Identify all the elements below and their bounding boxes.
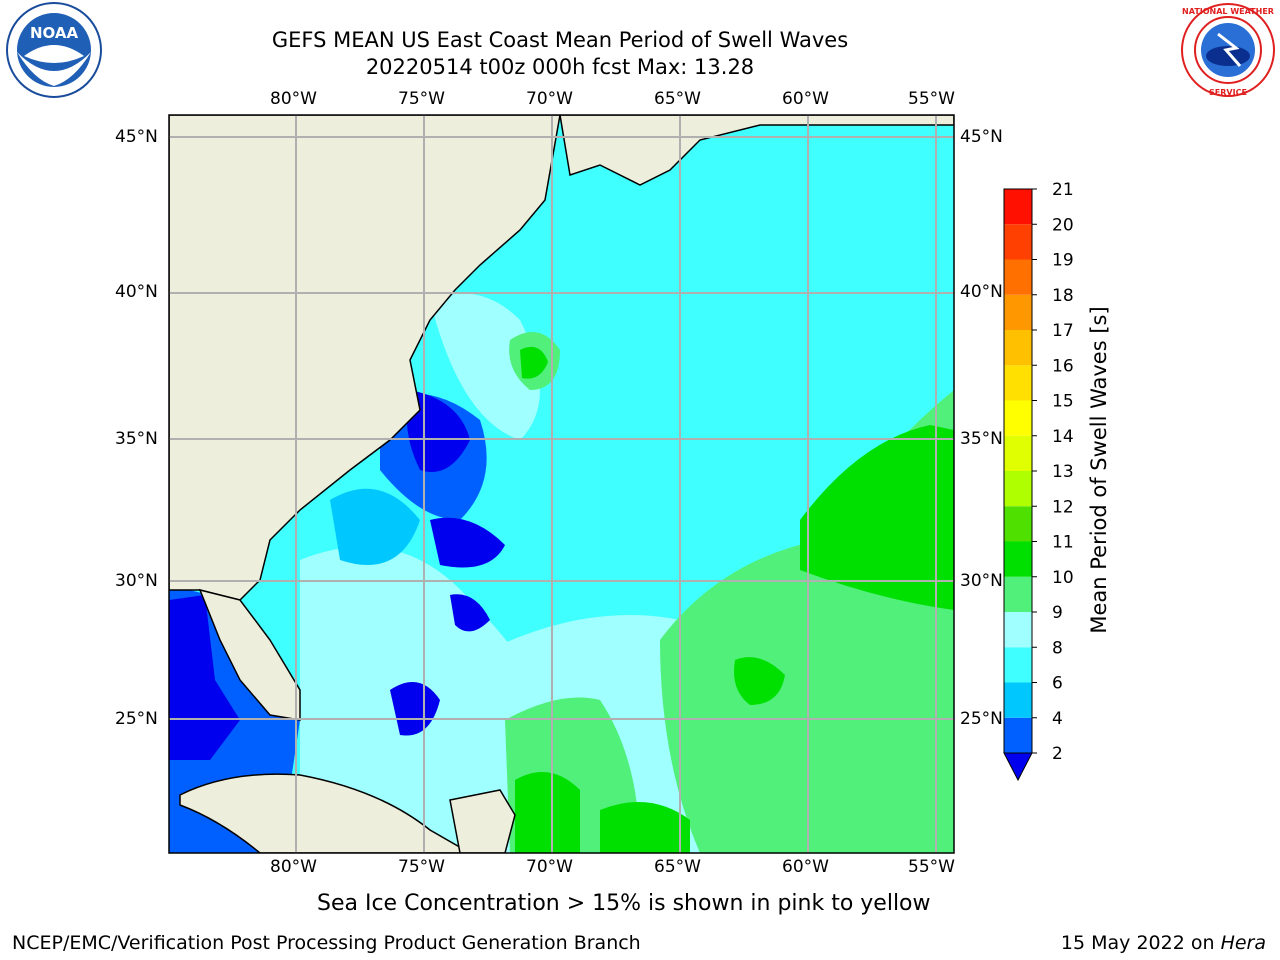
colorbar-tick-label: 12 <box>1052 497 1074 517</box>
lat-tick-right-3: 30°N <box>960 571 1003 591</box>
svg-text:SERVICE: SERVICE <box>1209 88 1247 97</box>
machine-label: Hera <box>1220 932 1266 954</box>
lat-tick-left-3: 30°N <box>115 571 158 591</box>
map-field <box>169 115 954 853</box>
colorbar-segment <box>1004 224 1032 260</box>
colorbar-segment <box>1004 541 1032 577</box>
colorbar-tick-label: 19 <box>1052 251 1074 271</box>
colorbar-segment <box>1004 612 1032 648</box>
colorbar-segment <box>1004 365 1032 401</box>
colorbar-extend-triangle <box>1003 752 1033 782</box>
colorbar-tick-label: 2 <box>1052 744 1063 764</box>
colorbar-segment <box>1004 435 1032 471</box>
colorbar-tick-label: 14 <box>1052 427 1074 447</box>
map-frame <box>168 114 955 854</box>
colorbar-tick-label: 13 <box>1052 462 1074 482</box>
lat-tick-right-4: 25°N <box>960 709 1003 729</box>
colorbar-tick-label: 11 <box>1052 533 1074 553</box>
colorbar-tick-label: 17 <box>1052 321 1074 341</box>
noaa-logo-text: NOAA <box>30 24 79 42</box>
title-line-1: GEFS MEAN US East Coast Mean Period of S… <box>271 28 849 52</box>
noaa-logo: NOAA <box>6 2 102 98</box>
colorbar-label: Mean Period of Swell Waves [s] <box>1087 306 1111 633</box>
lon-tick-bottom-4: 60°W <box>782 857 829 877</box>
map-grid <box>169 115 954 853</box>
lat-tick-right-1: 40°N <box>960 282 1003 302</box>
lon-tick-top-5: 55°W <box>908 89 955 109</box>
lat-tick-left-0: 45°N <box>115 127 158 147</box>
lon-tick-bottom-1: 75°W <box>398 857 445 877</box>
lon-tick-bottom-0: 80°W <box>270 857 317 877</box>
lon-tick-top-4: 60°W <box>782 89 829 109</box>
lat-tick-left-4: 25°N <box>115 709 158 729</box>
colorbar-segment <box>1004 400 1032 436</box>
colorbar-segment <box>1004 189 1032 225</box>
title-line-2: 20220514 t00z 000h fcst Max: 13.28 <box>365 55 755 79</box>
colorbar-tick-label: 21 <box>1052 180 1074 200</box>
lon-tick-top-1: 75°W <box>398 89 445 109</box>
colorbar-segment <box>1004 294 1032 330</box>
lat-tick-right-2: 35°N <box>960 429 1003 449</box>
credit-text: NCEP/EMC/Verification Post Processing Pr… <box>12 932 641 954</box>
lon-tick-bottom-5: 55°W <box>908 857 955 877</box>
lon-tick-top-2: 70°W <box>526 89 573 109</box>
lon-tick-bottom-3: 65°W <box>654 857 701 877</box>
svg-text:NATIONAL WEATHER: NATIONAL WEATHER <box>1182 7 1274 16</box>
cuba-land <box>179 773 472 853</box>
date-text: 15 May 2022 on Hera <box>1061 932 1266 954</box>
colorbar-tick-label: 15 <box>1052 392 1074 412</box>
colorbar-tick-label: 10 <box>1052 568 1074 588</box>
lat-tick-right-0: 45°N <box>960 127 1003 147</box>
colorbar-segment <box>1004 717 1032 753</box>
colorbar-segment <box>1004 330 1032 366</box>
lat-tick-left-1: 40°N <box>115 282 158 302</box>
date-label: 15 May 2022 on <box>1060 932 1215 954</box>
hispaniola-land <box>449 789 516 853</box>
colorbar-tick-label: 4 <box>1052 709 1063 729</box>
colorbar-segment <box>1004 682 1032 718</box>
colorbar-tick-label: 18 <box>1052 286 1074 306</box>
sea-ice-note: Sea Ice Concentration > 15% is shown in … <box>317 891 931 916</box>
colorbar-tick-label: 6 <box>1052 674 1063 694</box>
maritime-land <box>559 115 954 186</box>
colorbar-segment <box>1004 647 1032 683</box>
lon-tick-top-3: 65°W <box>654 89 701 109</box>
colorbar-segment <box>1004 259 1032 295</box>
colorbar-segment <box>1004 576 1032 612</box>
colorbar-tick-label: 20 <box>1052 215 1074 235</box>
colorbar-segment <box>1004 471 1032 507</box>
colorbar-tick-label: 9 <box>1052 603 1063 623</box>
colorbar-segment <box>1004 506 1032 542</box>
lon-tick-top-0: 80°W <box>270 89 317 109</box>
lon-tick-bottom-2: 70°W <box>526 857 573 877</box>
lat-tick-left-2: 35°N <box>115 429 158 449</box>
nws-logo: NATIONAL WEATHER SERVICE <box>1181 3 1275 97</box>
colorbar-tick-label: 8 <box>1052 638 1063 658</box>
colorbar: 2 4 6 8 9 10 11 12 13 14 15 16 17 18 19 20 21 <box>1003 180 1074 782</box>
colorbar-tick-label: 16 <box>1052 356 1074 376</box>
